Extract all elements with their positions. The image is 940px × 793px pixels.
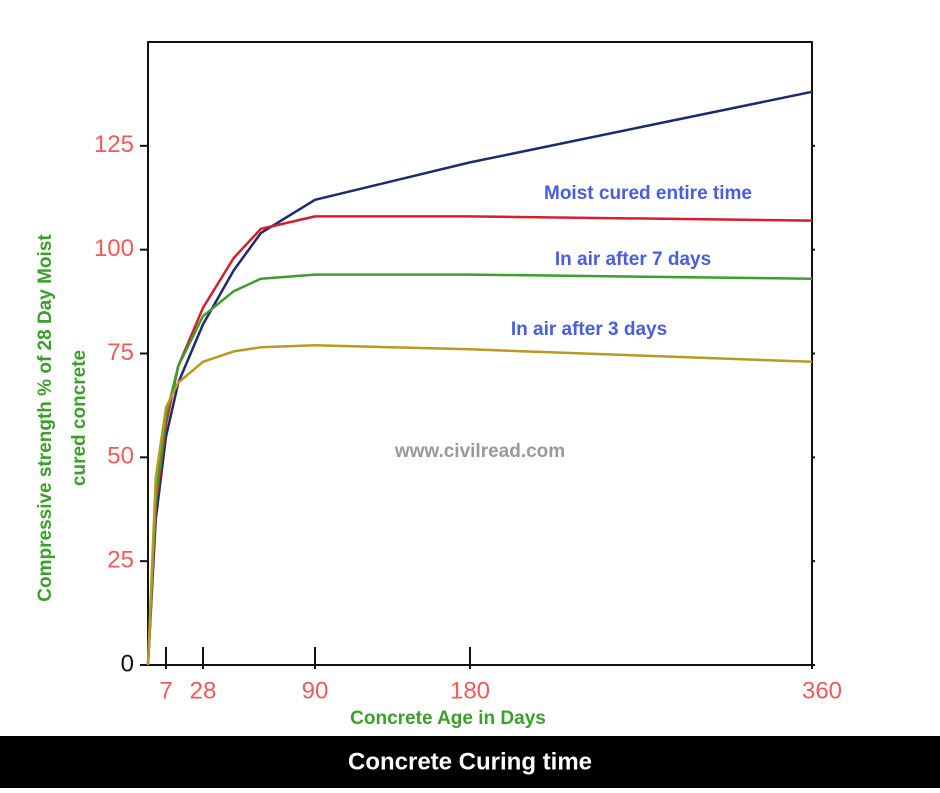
y-tick-label: 100 (94, 235, 134, 262)
series-label: In air after 3 days (511, 319, 667, 340)
y-tick-label: 25 (107, 547, 134, 574)
watermark: www.civilread.com (394, 441, 565, 462)
footer-bar (0, 736, 940, 788)
y-tick-label: 50 (107, 443, 134, 470)
y-tick-label: 125 (94, 131, 134, 158)
y-axis-label: Compressive strength % of 28 Day Moist (35, 234, 56, 602)
series-label: Moist cured entire time (544, 183, 752, 204)
series-line (146, 343, 813, 666)
x-tick-label: 180 (450, 677, 490, 704)
x-tick-label: 7 (159, 677, 172, 704)
y-tick-label: 0 (121, 650, 134, 677)
y-axis-label: cured concrete (69, 350, 90, 486)
plot-frame (147, 41, 813, 666)
x-axis-label: Concrete Age in Days (350, 708, 546, 729)
series-label: In air after 7 days (555, 249, 711, 270)
x-tick-label: 360 (802, 677, 842, 704)
series-line (146, 90, 813, 666)
x-tick-label: 28 (190, 677, 217, 704)
y-tick-label: 75 (107, 339, 134, 366)
chart-title: Concrete Curing time (348, 748, 592, 775)
x-tick-label: 90 (302, 677, 329, 704)
series-line (146, 273, 813, 666)
